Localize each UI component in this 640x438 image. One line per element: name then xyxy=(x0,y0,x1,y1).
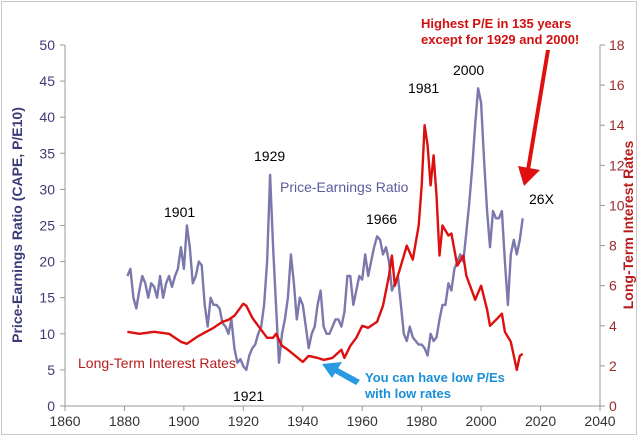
y2-tick-label: 10 xyxy=(609,197,625,213)
interest-rate-line xyxy=(127,123,524,372)
y-axis-label: Price-Earnings Ratio (CAPE, P/E10) xyxy=(9,107,25,343)
y-tick-label: 35 xyxy=(39,145,55,161)
annotation-1901: 1901 xyxy=(164,204,195,220)
annotation-1981: 1981 xyxy=(408,80,439,96)
x-tick-label: 1960 xyxy=(347,413,378,429)
callout-red-line2: except for 1929 and 2000! xyxy=(421,32,579,47)
x-tick-label: 2040 xyxy=(584,413,615,429)
y-tick-label: 15 xyxy=(39,290,55,306)
x-tick-label: 1900 xyxy=(168,413,199,429)
y2-tick-label: 4 xyxy=(609,318,617,334)
y-tick-label: 0 xyxy=(47,398,55,414)
annotation-1921: 1921 xyxy=(233,388,264,404)
y2-tick-label: 16 xyxy=(609,77,625,93)
y-tick-label: 45 xyxy=(39,73,55,89)
annotation-26x: 26X xyxy=(529,191,555,207)
pe-series-label: Price-Earnings Ratio xyxy=(280,179,409,195)
y-tick-label: 5 xyxy=(47,362,55,378)
x-tick-label: 1920 xyxy=(228,413,259,429)
y2-tick-label: 2 xyxy=(609,358,617,374)
y2-axis-label: Long-Term Interest Rates xyxy=(620,141,636,310)
blue-arrow-icon xyxy=(322,362,360,385)
y2-tick-label: 0 xyxy=(609,398,617,414)
x-tick-label: 1880 xyxy=(109,413,140,429)
y2-tick-label: 8 xyxy=(609,238,617,254)
red-arrow-icon xyxy=(518,50,550,186)
y-tick-label: 10 xyxy=(39,326,55,342)
annotation-1929: 1929 xyxy=(254,148,285,164)
y-tick-label: 50 xyxy=(39,37,55,53)
callout-red-line1: Highest P/E in 135 years xyxy=(421,16,571,31)
y-tick-label: 40 xyxy=(39,109,55,125)
y2-tick-label: 14 xyxy=(609,117,625,133)
y-tick-label: 30 xyxy=(39,181,55,197)
annotation-1966: 1966 xyxy=(366,211,397,227)
callout-blue-line1: You can have low P/Es xyxy=(365,370,505,385)
y-tick-label: 25 xyxy=(39,218,55,234)
x-tick-label: 1940 xyxy=(287,413,318,429)
y2-tick-label: 12 xyxy=(609,157,625,173)
y2-tick-label: 6 xyxy=(609,278,617,294)
x-tick-label: 2020 xyxy=(525,413,556,429)
y-tick-label: 20 xyxy=(39,254,55,270)
pe-ratio-line xyxy=(126,87,524,372)
x-tick-label: 1860 xyxy=(49,413,80,429)
x-tick-label: 1980 xyxy=(406,413,437,429)
y2-tick-label: 18 xyxy=(609,37,625,53)
x-tick-label: 2000 xyxy=(466,413,497,429)
annotation-2000: 2000 xyxy=(453,62,484,78)
rates-series-label: Long-Term Interest Rates xyxy=(78,355,236,371)
callout-blue-line2: with low rates xyxy=(364,386,451,401)
